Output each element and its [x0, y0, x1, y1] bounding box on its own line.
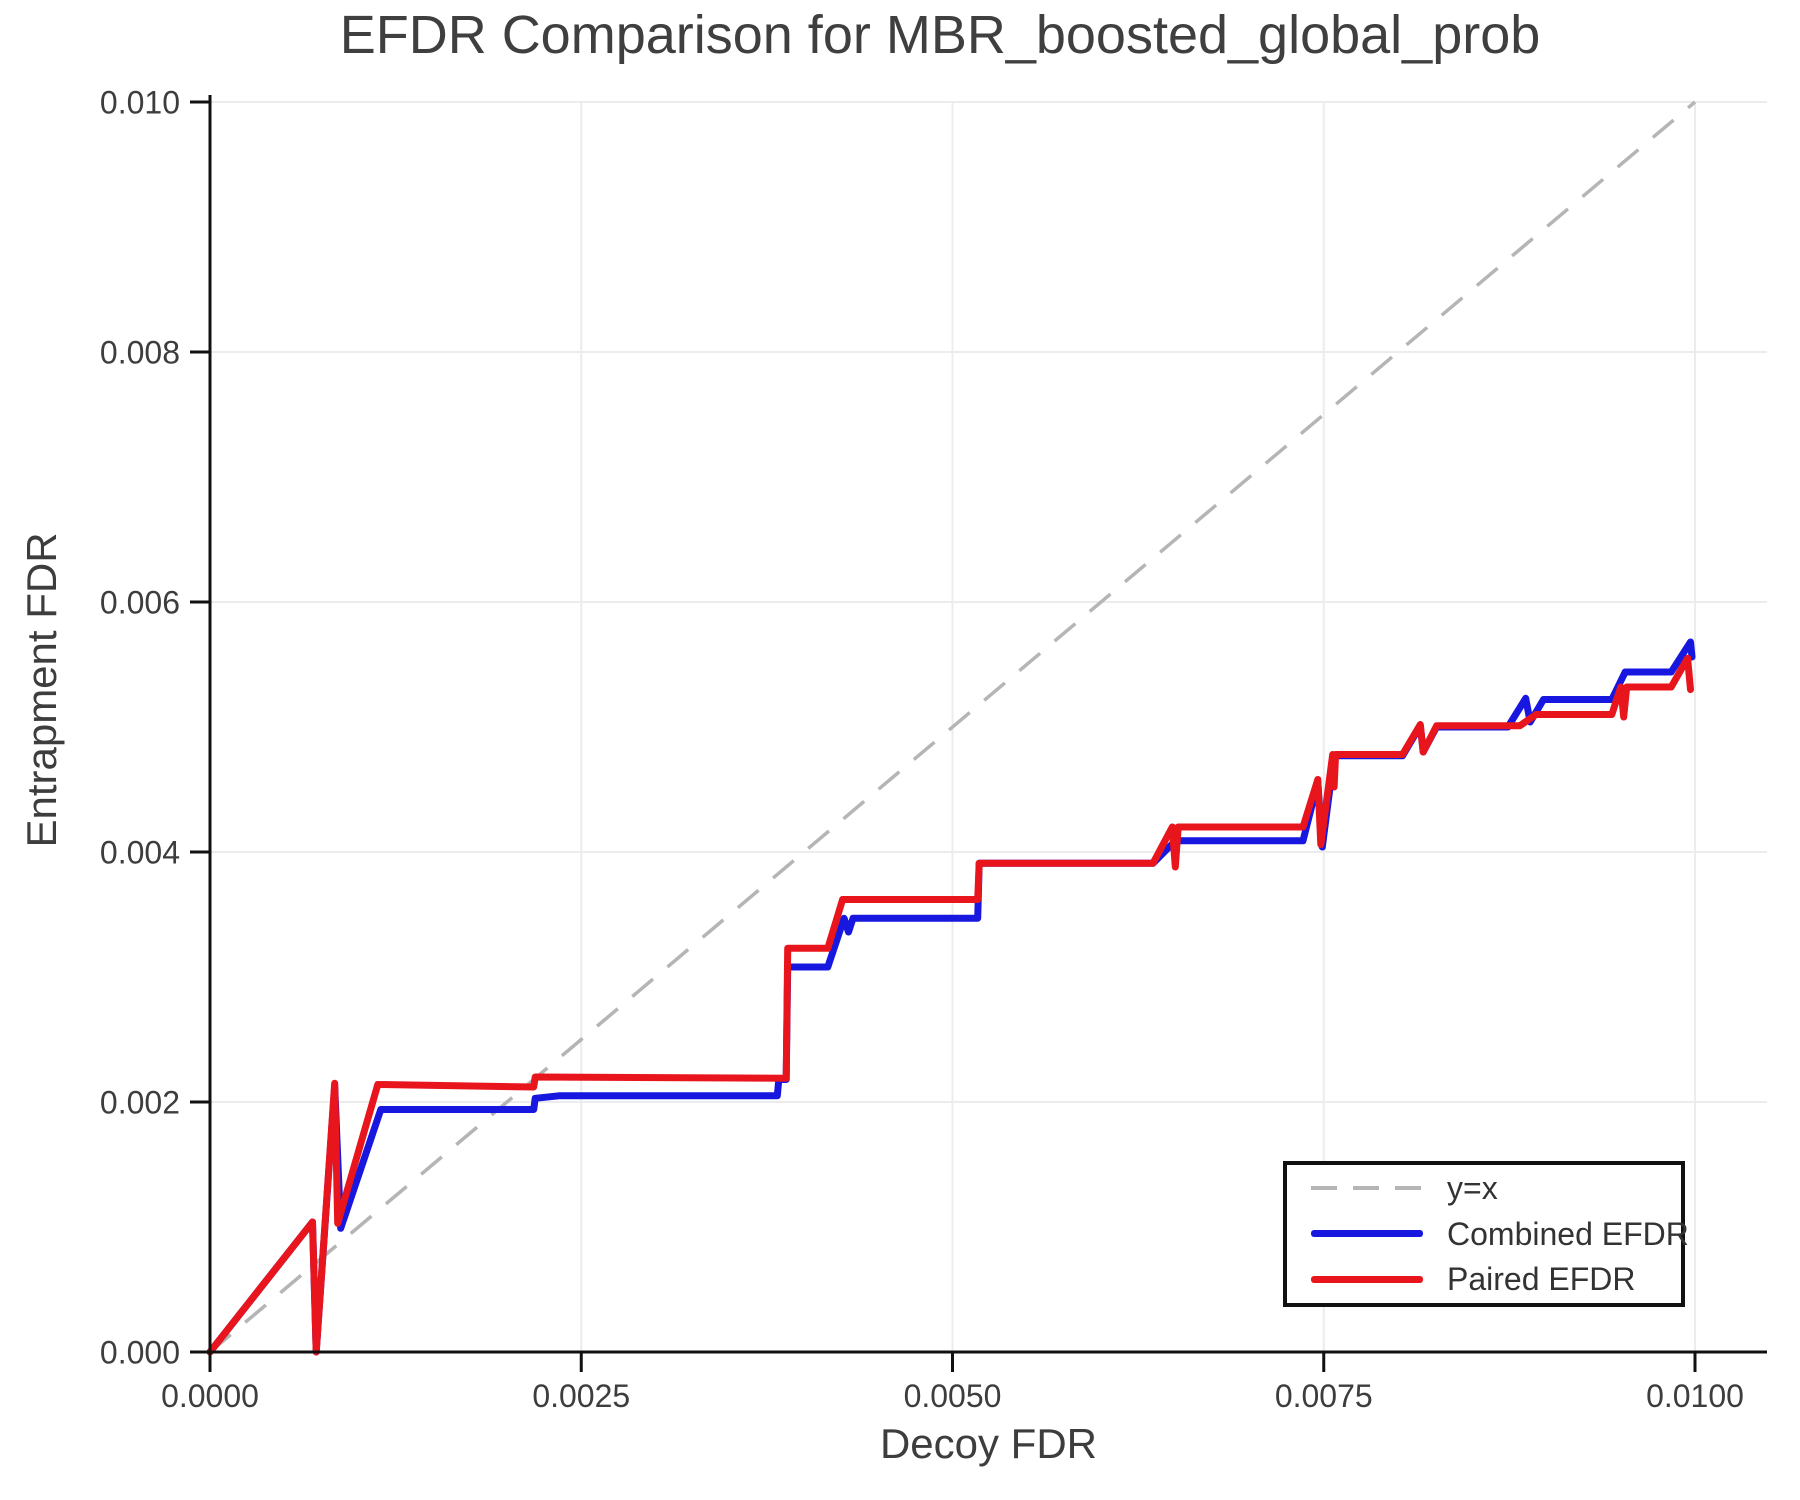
x-tick-label: 0.0025: [532, 1378, 630, 1414]
axes: 0.000 0.002 0.004 0.006 0.008 0.010 0.0000 0.00…: [100, 85, 1767, 1414]
legend: y=x Combined EFDR Paired EFDR: [1283, 1161, 1689, 1307]
y-tick-label: 0.008: [100, 335, 180, 371]
y-tick-label: 0.006: [100, 585, 180, 621]
x-tick-label: 0.0000: [161, 1378, 259, 1414]
y-tick-label: 0.010: [100, 85, 180, 121]
legend-item: y=x: [1311, 1170, 1681, 1207]
y-tick-label: 0.004: [100, 835, 180, 871]
legend-line-swatch: [1311, 1186, 1423, 1191]
legend-item: Paired EFDR: [1311, 1261, 1681, 1298]
gridlines: [210, 101, 1767, 1352]
series-group: [206, 100, 1697, 1356]
legend-label: Paired EFDR: [1447, 1261, 1636, 1298]
series-paired-efdr: [206, 654, 1694, 1356]
y-tick-label: 0.000: [100, 1335, 180, 1371]
x-axis-label: Decoy FDR: [879, 1420, 1098, 1467]
series-y-x: [208, 100, 1697, 1354]
y-tick-label: 0.002: [100, 1085, 180, 1121]
chart-title: EFDR Comparison for MBR_boosted_global_p…: [339, 5, 1541, 65]
legend-item: Combined EFDR: [1311, 1216, 1689, 1253]
legend-label: Combined EFDR: [1447, 1215, 1689, 1252]
y-axis-label: Entrapment FDR: [18, 532, 65, 848]
legend-line-swatch: [1311, 1230, 1423, 1238]
x-tick-label: 0.0050: [904, 1378, 1002, 1414]
legend-label: y=x: [1447, 1169, 1498, 1206]
x-tick-label: 0.0075: [1275, 1378, 1373, 1414]
x-tick-label: 0.0100: [1646, 1378, 1744, 1414]
legend-line-swatch: [1311, 1276, 1423, 1284]
